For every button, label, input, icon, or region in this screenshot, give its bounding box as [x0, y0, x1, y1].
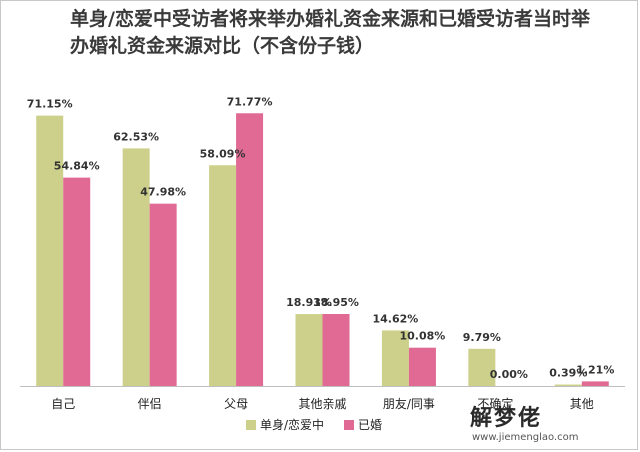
bar-single-2: [209, 165, 237, 386]
bar-married-4: [408, 347, 436, 386]
legend-label-married: 已婚: [358, 418, 382, 432]
bar-single-0: [36, 115, 64, 386]
data-label-married-2: 71.77%: [227, 95, 273, 108]
x-tick-label-2: 父母: [224, 397, 248, 411]
watermark-text: 解梦佬: [470, 406, 543, 431]
data-label-single-6: 0.39%: [549, 367, 587, 380]
x-tick-label-1: 伴侣: [138, 396, 162, 411]
x-tick-label-0: 自己: [51, 397, 75, 411]
legend-swatch-single: [246, 420, 256, 430]
x-tick-label-6: 其他: [570, 397, 594, 411]
data-label-single-2: 58.09%: [200, 147, 246, 160]
data-label-single-3: 18.93%: [286, 296, 332, 309]
legend-label-single: 单身/恋爱中: [260, 417, 324, 432]
data-label-married-4: 10.08%: [400, 330, 446, 343]
bar-single-5: [468, 348, 496, 386]
x-tick-label-4: 朋友/同事: [383, 397, 435, 411]
chart-title: 单身/恋爱中受访者将来举办婚礼资金来源和已婚受访者当时举办婚礼资金来源对比（不含…: [70, 8, 590, 57]
data-label-married-5: 0.00%: [490, 368, 528, 381]
watermark: 解梦佬 www.jiemenglao.com: [470, 400, 578, 443]
data-label-single-4: 14.62%: [373, 312, 419, 325]
data-label-married-3: 18.95%: [313, 296, 359, 309]
bar-married-2: [236, 113, 264, 387]
watermark-url: www.jiemenglao.com: [472, 432, 579, 443]
data-label-single-5: 9.79%: [463, 331, 501, 344]
data-label-married-6: 1.21%: [576, 363, 614, 376]
bar-single-4: [381, 330, 409, 386]
data-label-married-1: 47.98%: [140, 186, 186, 199]
bar-single-6: [554, 384, 582, 386]
x-tick-label-3: 其他亲戚: [298, 397, 346, 411]
bar-married-0: [63, 177, 91, 386]
data-label-single-1: 62.53%: [113, 130, 159, 143]
bar-single-1: [122, 148, 150, 386]
bar-married-3: [322, 313, 350, 386]
bar-married-1: [149, 203, 177, 386]
data-label-married-0: 54.84%: [54, 160, 100, 173]
data-label-single-0: 71.15%: [27, 98, 73, 111]
x-tick-label-5: 不确定: [477, 396, 513, 411]
bar-single-3: [295, 314, 323, 386]
legend-swatch-married: [344, 420, 354, 430]
bar-married-6: [581, 381, 609, 386]
